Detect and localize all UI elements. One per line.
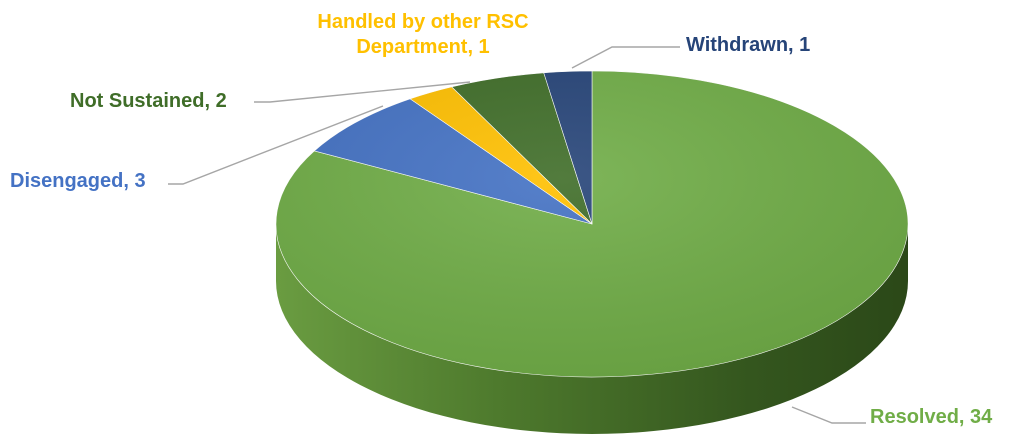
data-label-handled-by-other-rsc-department: Handled by other RSC Department, 1 [317, 11, 528, 58]
data-label-line: Withdrawn, 1 [686, 34, 810, 56]
data-label-line: Department, 1 [356, 36, 489, 58]
data-label-line: Handled by other RSC [317, 11, 528, 33]
data-label-line: Not Sustained, 2 [70, 90, 227, 112]
leader-line-not-sustained [254, 81, 471, 103]
data-label-line: Resolved, 34 [870, 406, 993, 428]
pie-depth [276, 224, 908, 434]
leader-lines [168, 46, 866, 424]
data-label-not-sustained: Not Sustained, 2 [70, 90, 227, 112]
pie-side-wall [276, 224, 908, 434]
leader-line-resolved [791, 406, 866, 424]
leader-line-withdrawn [571, 46, 680, 69]
pie-top-shading [276, 71, 908, 377]
data-label-withdrawn: Withdrawn, 1 [686, 34, 810, 56]
data-label-line: Disengaged, 3 [10, 170, 146, 192]
pie-slices [275, 70, 909, 378]
data-label-disengaged: Disengaged, 3 [10, 170, 146, 192]
data-label-resolved: Resolved, 34 [870, 406, 993, 428]
leader-line-disengaged [168, 105, 384, 185]
data-labels: Resolved, 34 Disengaged, 3 Handled by othe… [10, 11, 993, 428]
